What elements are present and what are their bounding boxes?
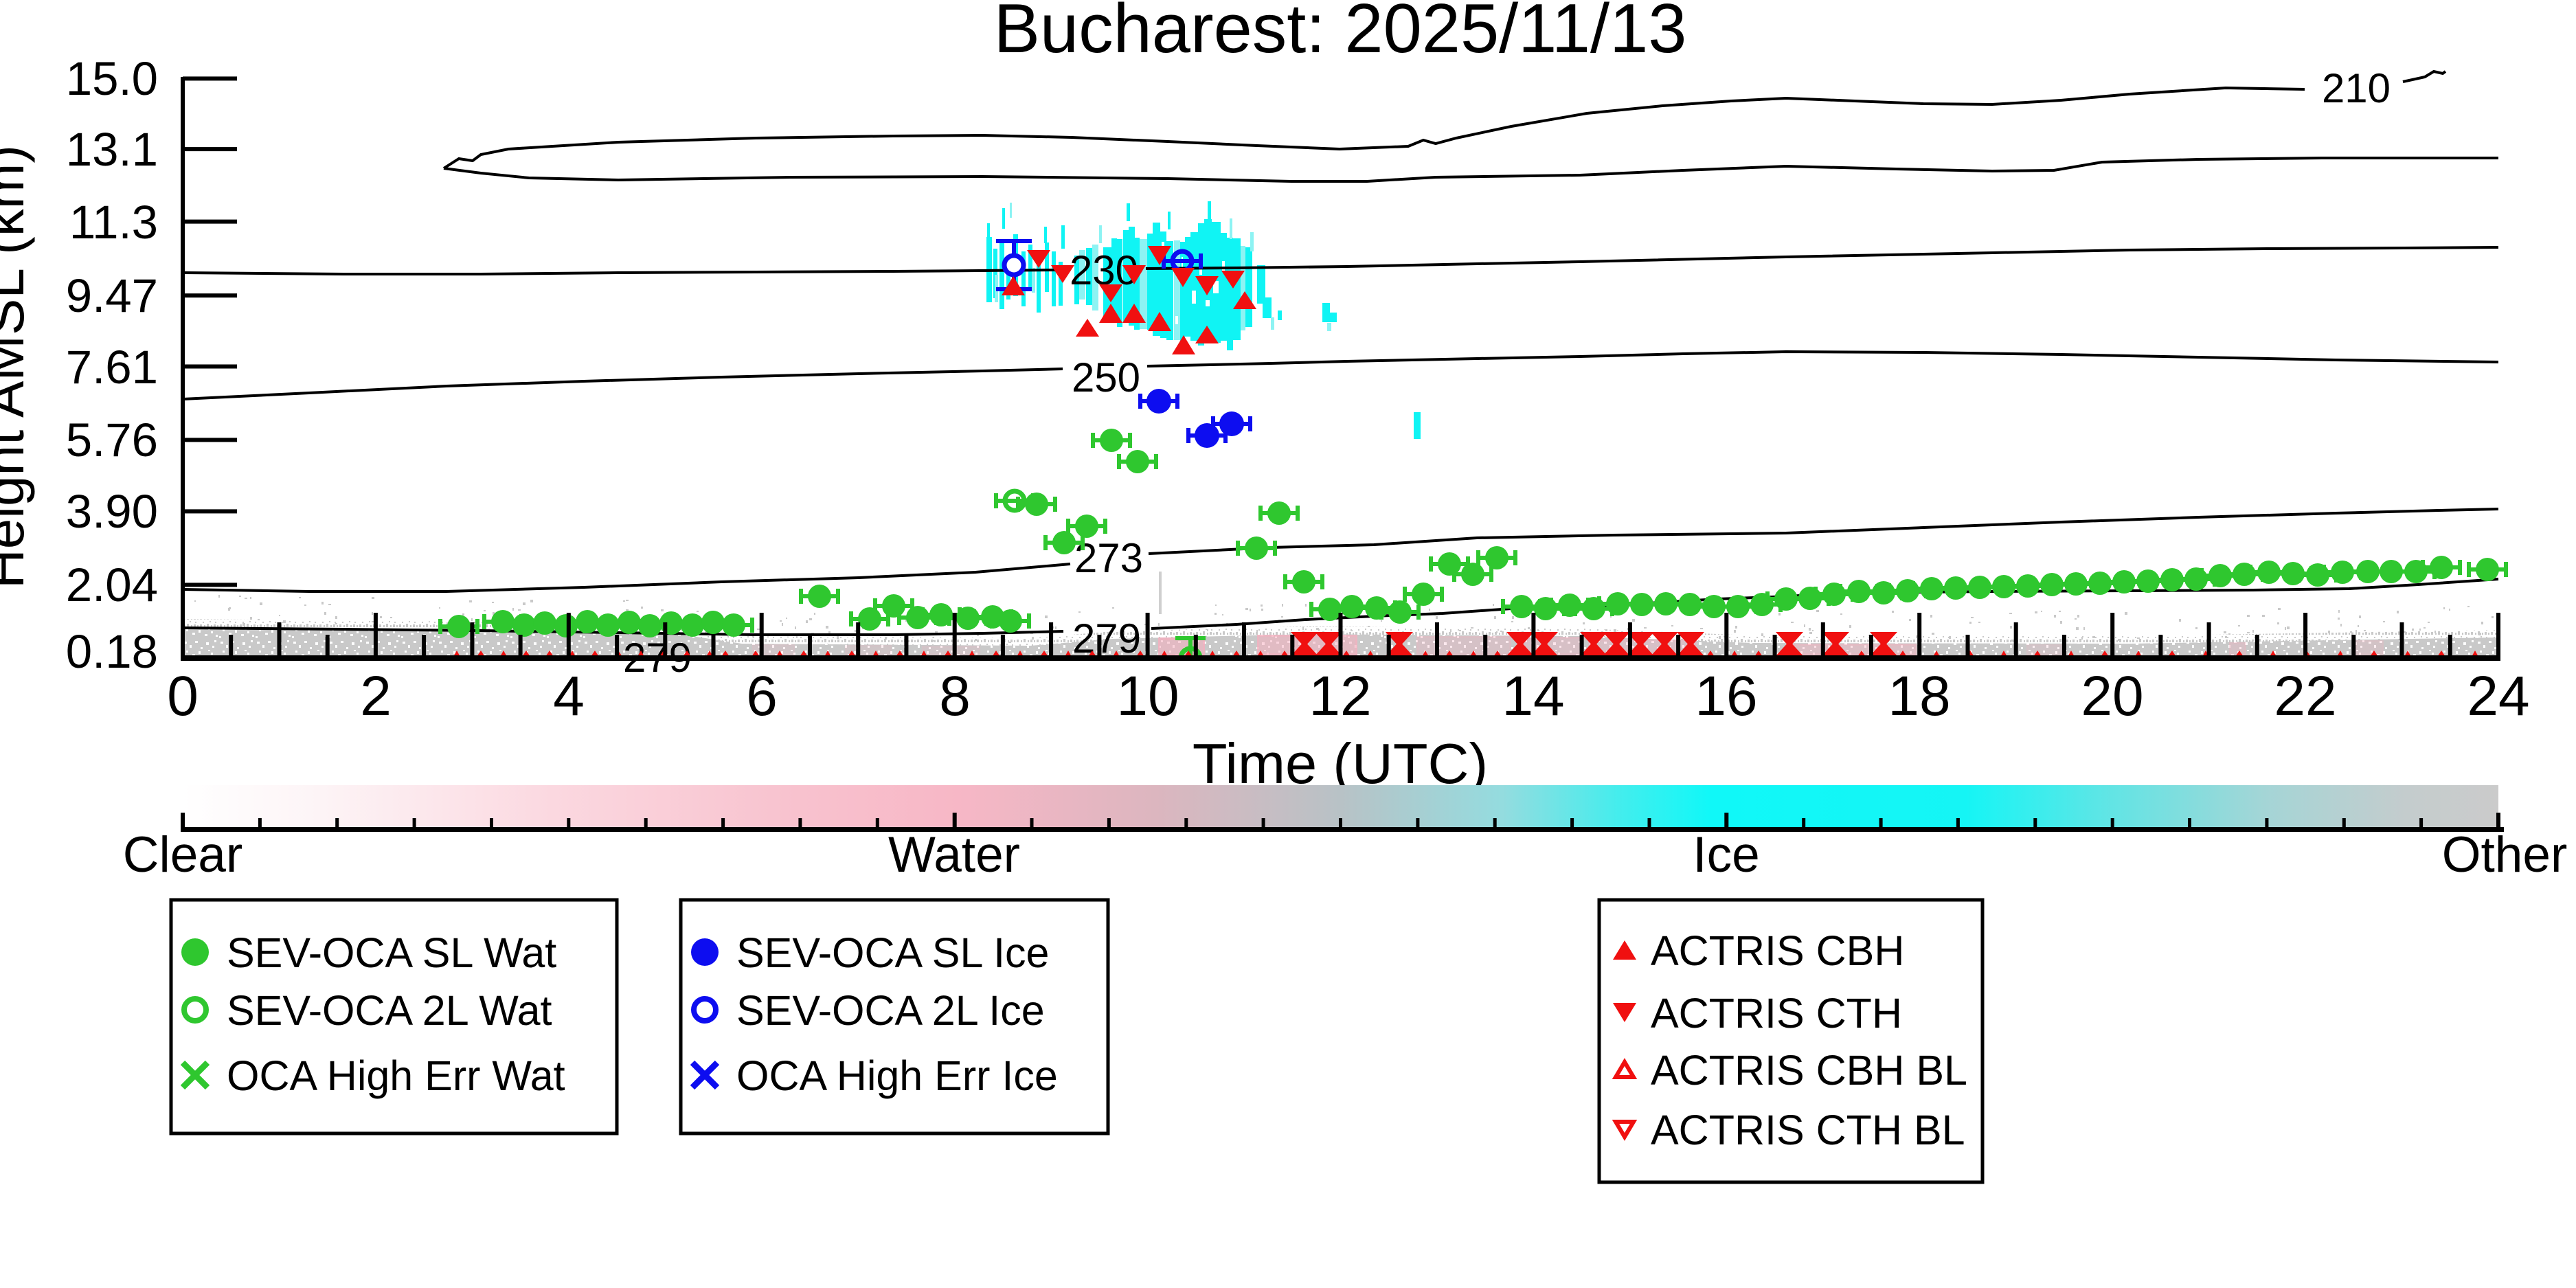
svg-text:SEV-OCA SL Wat: SEV-OCA SL Wat	[227, 929, 556, 976]
svg-text:20: 20	[2081, 665, 2143, 727]
svg-text:18: 18	[1888, 665, 1950, 727]
svg-text:22: 22	[2274, 665, 2336, 727]
svg-text:Ice: Ice	[1693, 827, 1759, 883]
svg-text:0: 0	[167, 665, 199, 727]
svg-text:0.18: 0.18	[66, 625, 158, 678]
svg-text:250: 250	[1072, 354, 1140, 400]
svg-text:SEV-OCA 2L Wat: SEV-OCA 2L Wat	[227, 987, 552, 1034]
svg-text:3.90: 3.90	[66, 485, 158, 538]
svg-text:273: 273	[1074, 535, 1143, 581]
svg-text:ACTRIS CTH: ACTRIS CTH	[1651, 990, 1902, 1037]
svg-text:24: 24	[2467, 665, 2529, 727]
svg-text:OCA High Err Ice: OCA High Err Ice	[736, 1052, 1058, 1099]
svg-text:2.04: 2.04	[66, 558, 158, 611]
svg-text:7.61: 7.61	[66, 341, 158, 394]
svg-text:12: 12	[1309, 665, 1371, 727]
svg-text:9.47: 9.47	[66, 269, 158, 322]
svg-text:5.76: 5.76	[66, 414, 158, 466]
svg-text:ACTRIS CTH BL: ACTRIS CTH BL	[1651, 1107, 1965, 1153]
svg-text:2: 2	[360, 665, 392, 727]
svg-text:15.0: 15.0	[66, 52, 158, 105]
svg-text:Bucharest: 2025/11/13: Bucharest: 2025/11/13	[994, 0, 1687, 67]
svg-text:14: 14	[1502, 665, 1564, 727]
svg-text:13.1: 13.1	[66, 123, 158, 176]
svg-text:210: 210	[2322, 65, 2391, 111]
svg-text:8: 8	[939, 665, 971, 727]
svg-text:11.3: 11.3	[69, 196, 158, 249]
svg-text:16: 16	[1695, 665, 1757, 727]
svg-text:SEV-OCA 2L Ice: SEV-OCA 2L Ice	[736, 987, 1045, 1034]
svg-text:Clear: Clear	[123, 827, 242, 883]
svg-text:ACTRIS CBH: ACTRIS CBH	[1651, 927, 1904, 974]
svg-text:4: 4	[553, 665, 585, 727]
svg-text:10: 10	[1116, 665, 1179, 727]
svg-text:SEV-OCA SL Ice: SEV-OCA SL Ice	[736, 929, 1049, 976]
svg-text:Other: Other	[2442, 827, 2568, 883]
svg-text:279: 279	[1072, 615, 1141, 662]
svg-text:6: 6	[746, 665, 778, 727]
svg-text:OCA High Err Wat: OCA High Err Wat	[227, 1052, 565, 1099]
svg-text:Height AMSL (km): Height AMSL (km)	[0, 145, 35, 589]
svg-text:ACTRIS CBH BL: ACTRIS CBH BL	[1651, 1047, 1967, 1094]
svg-text:Water: Water	[888, 827, 1020, 883]
svg-text:Time (UTC): Time (UTC)	[1193, 732, 1488, 795]
